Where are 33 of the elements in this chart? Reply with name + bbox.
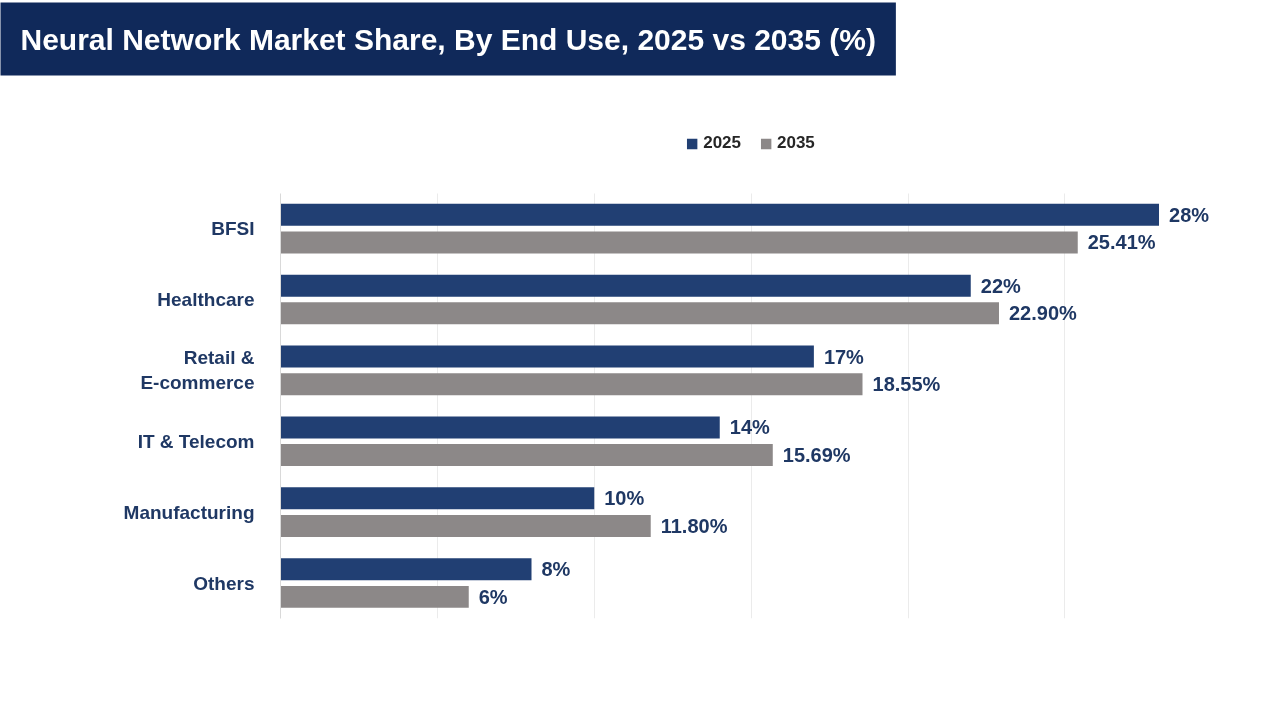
bar xyxy=(280,585,469,608)
y-tick-label: Healthcare xyxy=(157,289,255,311)
bar xyxy=(280,302,999,325)
data-label: 15.69% xyxy=(782,444,851,467)
bar xyxy=(280,444,773,467)
bar xyxy=(280,274,971,297)
data-label: 22.90% xyxy=(1008,302,1078,325)
bar xyxy=(280,487,595,510)
legend-label: 2035 xyxy=(777,133,815,153)
y-tick-label: BFSI xyxy=(211,218,255,240)
data-label: 11.80% xyxy=(660,514,728,537)
legend-label: 2025 xyxy=(703,133,741,153)
bar xyxy=(280,515,651,537)
data-label: 6% xyxy=(478,585,508,608)
bar xyxy=(280,231,1078,254)
data-label: 14% xyxy=(729,416,770,439)
data-label: 17% xyxy=(823,345,865,368)
bar xyxy=(280,373,863,396)
chart-title: Neural Network Market Share, By End Use, 2025 vs 2035 (%) xyxy=(20,22,876,56)
data-label: 22% xyxy=(980,274,1021,297)
y-tick-label: Retail & E-commerce xyxy=(140,347,255,394)
data-label: 25.41% xyxy=(1087,231,1156,254)
data-label: 28% xyxy=(1169,203,1210,226)
bar xyxy=(280,558,532,581)
data-label: 18.55% xyxy=(872,373,941,396)
data-label: 10% xyxy=(604,487,645,510)
bar xyxy=(280,345,814,368)
data-label: 8% xyxy=(541,558,571,581)
bar xyxy=(280,203,1159,226)
y-tick-label: IT & Telecom xyxy=(137,430,255,452)
y-tick-label: Manufacturing xyxy=(123,501,255,523)
y-tick-label: Others xyxy=(193,572,255,594)
bar xyxy=(280,416,720,439)
